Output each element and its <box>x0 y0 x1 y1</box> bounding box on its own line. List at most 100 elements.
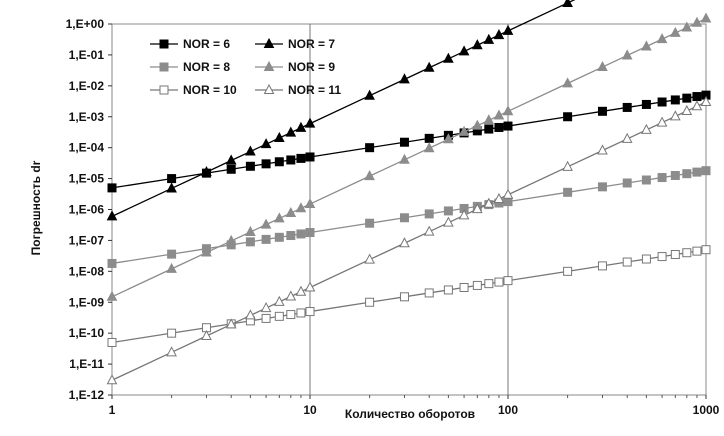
data-point <box>273 295 285 306</box>
data-point <box>261 234 271 244</box>
y-tick-label: 1,E-05 <box>69 172 105 186</box>
y-tick-label: 1,E-09 <box>69 295 105 309</box>
data-point <box>472 280 482 290</box>
data-point <box>458 209 470 220</box>
x-axis: 1 10 100 1000 <box>109 395 720 417</box>
data-point <box>273 131 285 142</box>
data-point <box>597 182 607 192</box>
data-point <box>273 212 285 223</box>
legend-marker <box>159 39 169 49</box>
data-point <box>597 261 607 271</box>
data-point <box>691 100 703 111</box>
data-point <box>295 121 307 132</box>
data-point <box>201 246 212 257</box>
series-5 <box>107 245 711 347</box>
data-point <box>364 170 375 181</box>
data-point <box>471 203 483 214</box>
data-point <box>201 329 212 340</box>
series-4 <box>106 12 712 301</box>
data-point <box>483 114 495 125</box>
data-point <box>483 197 495 208</box>
data-point <box>274 311 284 321</box>
x-tick-label: 10 <box>303 403 317 417</box>
data-point <box>669 110 681 121</box>
y-axis-title: Погрешность dr <box>29 160 43 255</box>
data-point <box>365 218 375 228</box>
data-point <box>681 104 693 115</box>
data-point <box>562 0 573 7</box>
data-point <box>597 144 608 155</box>
data-point <box>286 155 296 165</box>
grid <box>309 24 509 395</box>
data-point <box>107 183 117 193</box>
data-point <box>201 166 212 177</box>
data-point <box>399 213 409 223</box>
legend-marker <box>159 85 169 95</box>
legend-label: NOR = 10 <box>183 83 237 97</box>
data-point <box>502 188 514 199</box>
data-point <box>106 374 118 385</box>
legend-label: NOR = 11 <box>288 83 341 97</box>
data-point <box>274 157 284 167</box>
data-point <box>296 153 306 163</box>
data-point <box>494 277 504 287</box>
data-point <box>260 302 272 313</box>
data-point <box>245 237 255 247</box>
data-point <box>641 175 651 185</box>
data-point <box>484 279 494 289</box>
data-point <box>423 225 435 236</box>
legend-item: NOR = 6 <box>150 37 230 51</box>
legend-item: NOR = 10 <box>150 83 237 97</box>
data-point <box>285 206 297 218</box>
data-point <box>424 209 434 219</box>
y-tick-label: 1,E-02 <box>69 79 105 93</box>
data-point <box>621 132 633 143</box>
data-point <box>296 229 306 239</box>
legend-label: NOR = 6 <box>183 37 230 51</box>
data-point <box>562 77 573 88</box>
series-2 <box>106 0 576 221</box>
data-point <box>471 39 483 50</box>
data-point <box>167 328 177 338</box>
legend-label: NOR = 9 <box>288 60 335 74</box>
data-point <box>399 292 409 302</box>
data-point <box>245 145 256 156</box>
data-point <box>225 154 237 165</box>
data-point <box>503 121 513 131</box>
data-point <box>261 313 271 323</box>
data-point <box>562 160 573 171</box>
data-point <box>483 33 495 44</box>
data-point <box>682 248 692 258</box>
data-point <box>443 206 453 216</box>
y-tick-label: 1,E-01 <box>69 48 105 62</box>
data-point <box>493 29 505 40</box>
data-point <box>365 297 375 307</box>
data-point <box>484 124 494 134</box>
legend: NOR = 6 NOR = 7 NOR = 8 NOR = 9 NOR = 10 NOR … <box>150 37 341 97</box>
series-line <box>111 170 707 265</box>
data-point <box>261 159 271 169</box>
data-point <box>563 266 573 276</box>
y-axis: 1,E+00 1,E-01 1,E-02 1,E-03 1,E-04 1,E-05 1,E-… <box>66 17 112 402</box>
data-point <box>285 290 297 301</box>
data-point <box>691 16 703 27</box>
series-group <box>106 0 712 385</box>
data-point <box>304 197 316 209</box>
data-point <box>656 116 668 127</box>
legend-marker <box>159 62 169 72</box>
data-point <box>563 187 573 197</box>
y-tick-label: 1,E-11 <box>69 357 104 371</box>
data-point <box>443 216 454 227</box>
data-point <box>166 262 177 273</box>
data-point <box>692 167 702 177</box>
data-point <box>166 182 177 193</box>
data-point <box>166 346 177 357</box>
data-point <box>692 92 702 102</box>
data-point <box>597 60 608 72</box>
data-point <box>305 152 315 162</box>
data-point <box>682 169 692 179</box>
data-point <box>701 166 711 176</box>
data-point <box>443 133 454 144</box>
legend-marker <box>263 37 275 48</box>
data-point <box>399 73 410 84</box>
